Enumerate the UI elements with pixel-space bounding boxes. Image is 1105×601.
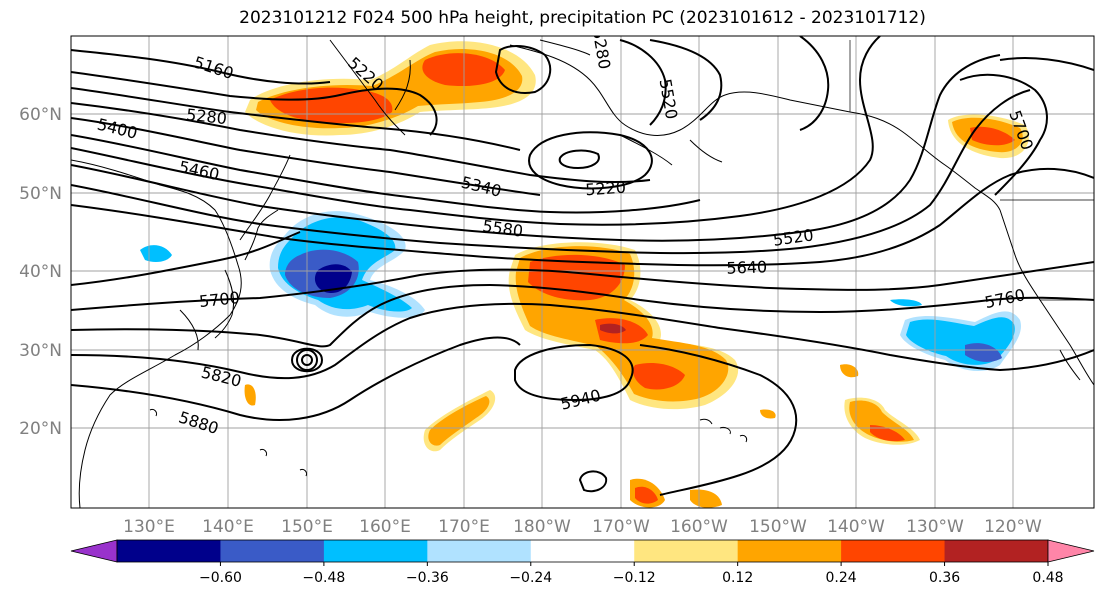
colorbar-tick-label: 0.48	[1032, 570, 1063, 586]
colorbar-segment	[634, 540, 739, 562]
precipitation-field	[140, 41, 1029, 508]
contour-label: 5700	[198, 288, 240, 311]
contour-label: 5280	[185, 105, 227, 128]
lon-label: 180°W	[513, 517, 571, 537]
colorbar-tick-label: −0.24	[509, 570, 552, 586]
lon-label: 170°E	[438, 517, 490, 537]
lon-label: 140°W	[827, 517, 885, 537]
lon-label: 130°E	[123, 517, 175, 537]
lon-label: 150°E	[281, 517, 333, 537]
lon-label: 140°E	[202, 517, 254, 537]
lat-label: 50°N	[19, 184, 62, 204]
colorbar-extend-right	[1047, 539, 1095, 563]
lat-label: 40°N	[19, 262, 62, 282]
colorbar-segment	[944, 540, 1049, 562]
colorbar-tick-label: −0.60	[199, 570, 242, 586]
contour-label: 5640	[726, 257, 767, 277]
colorbar-segment	[323, 540, 428, 562]
latitude-labels: 60°N 50°N 40°N 30°N 20°N	[19, 105, 62, 439]
colorbar-tick-label: −0.12	[613, 570, 656, 586]
lon-label: 130°W	[906, 517, 964, 537]
colorbar-segment	[841, 540, 946, 562]
colorbar-segment	[530, 540, 635, 562]
colorbar-tick-label: −0.48	[302, 570, 345, 586]
colorbar-segment	[117, 540, 221, 562]
colorbar: −0.60 −0.48 −0.36 −0.24 −0.12 0.12 0.24 0.36 0.4…	[70, 539, 1095, 586]
colorbar-tick-label: 0.12	[722, 570, 753, 586]
colorbar-segment	[220, 540, 325, 562]
lat-label: 60°N	[19, 105, 62, 125]
lat-label: 30°N	[19, 341, 62, 361]
colorbar-segment	[427, 540, 532, 562]
lon-label: 160°E	[359, 517, 411, 537]
colorbar-tick-label: 0.36	[929, 570, 960, 586]
lon-label: 160°W	[670, 517, 728, 537]
colorbar-segment	[737, 540, 842, 562]
lon-label: 170°W	[592, 517, 650, 537]
contour-label: 5220	[585, 178, 627, 200]
map-title: 2023101212 F024 500 hPa height, precipit…	[239, 8, 926, 28]
longitude-labels: 130°E 140°E 150°E 160°E 170°E 180°W 170°…	[123, 517, 1042, 537]
lon-label: 150°W	[749, 517, 807, 537]
height-contours	[71, 36, 1094, 496]
lon-label: 120°W	[984, 517, 1042, 537]
colorbar-tick-label: 0.24	[826, 570, 857, 586]
colorbar-extend-left	[70, 539, 118, 563]
map-frame	[70, 35, 1095, 509]
colorbar-tick-label: −0.36	[406, 570, 449, 586]
lat-label: 20°N	[19, 419, 62, 439]
